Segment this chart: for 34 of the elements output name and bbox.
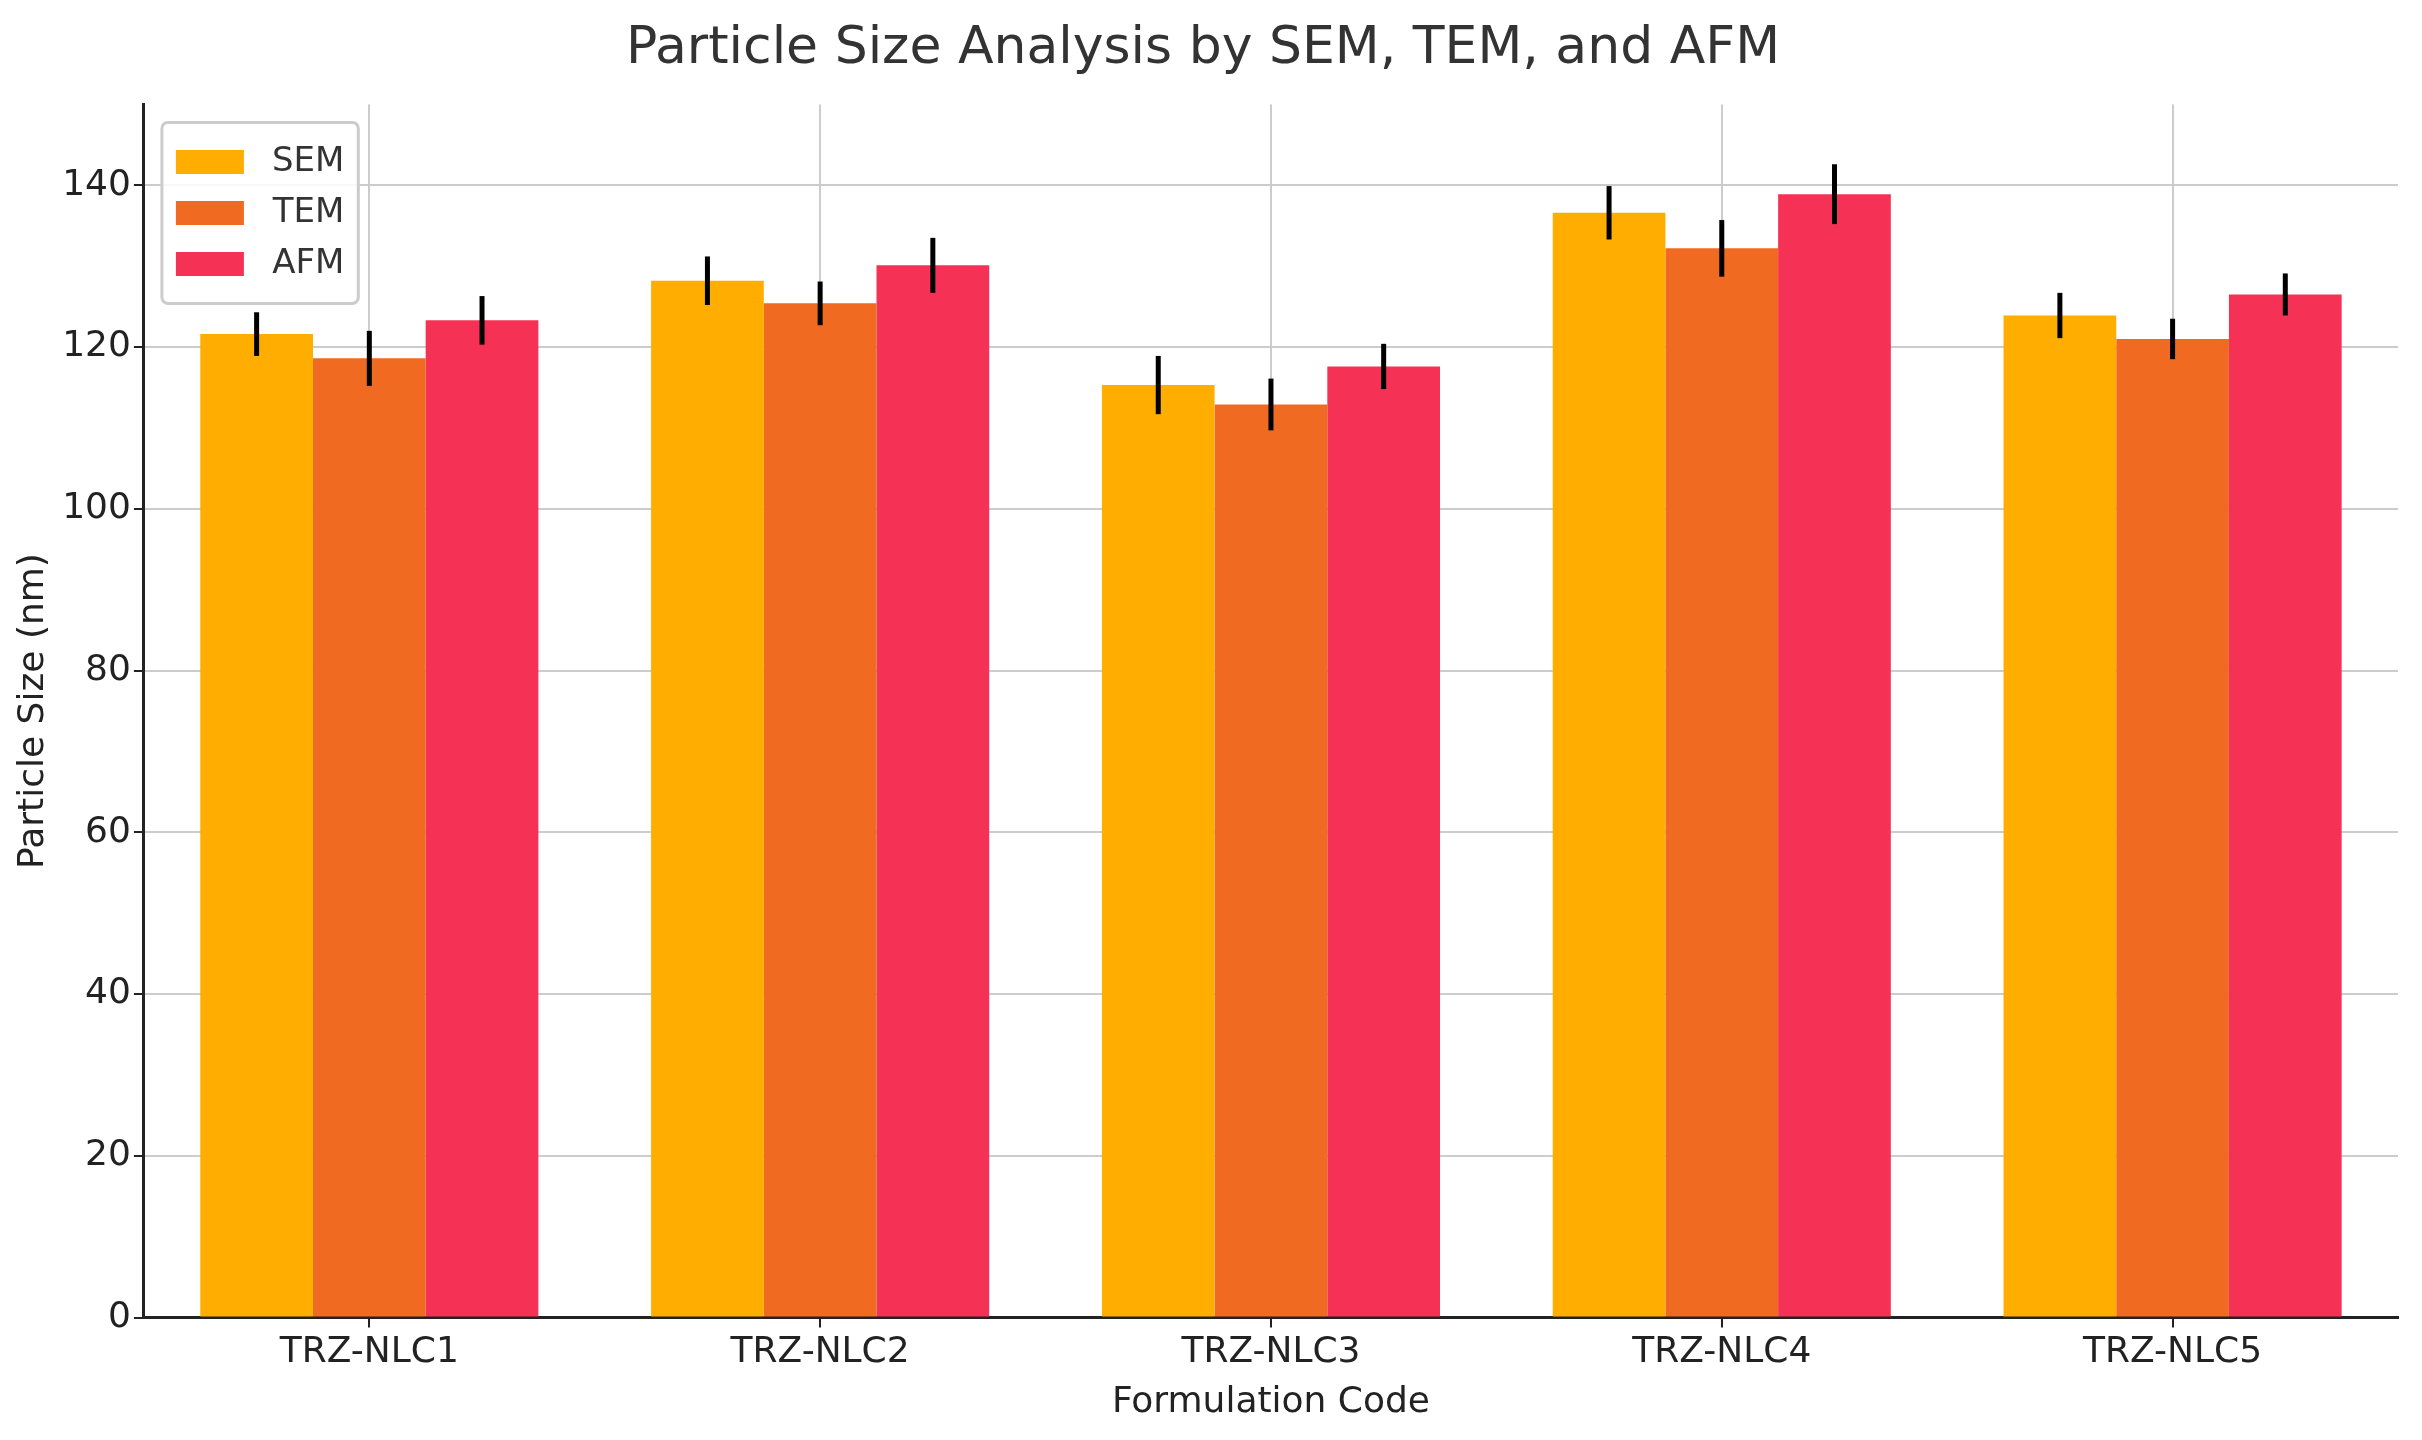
bar [1552, 212, 1666, 1317]
bar [763, 303, 877, 1317]
y-axis-title: Particle Size (nm) [9, 553, 51, 869]
legend-label: SEM [271, 138, 345, 179]
bar [1778, 194, 1891, 1317]
bar [2116, 338, 2229, 1317]
x-tick-label: TRZ-NLC3 [1180, 1328, 1361, 1370]
y-tick-label: 140 [62, 161, 131, 203]
x-axis-title: Formulation Code [1111, 1378, 1431, 1420]
y-tick-label: 80 [85, 646, 131, 688]
x-tick-label: TRZ-NLC2 [729, 1328, 910, 1370]
x-tick-label: TRZ-NLC5 [2082, 1328, 2263, 1370]
y-tick-label: 40 [85, 970, 131, 1012]
bar [1101, 385, 1215, 1317]
y-tick-label: 120 [62, 323, 131, 365]
bar [1214, 404, 1328, 1317]
y-tick-label: 0 [108, 1293, 131, 1335]
x-tick-label: TRZ-NLC4 [1631, 1328, 1812, 1370]
legend-label: AFM [272, 240, 345, 281]
chart-title: Particle Size Analysis by SEM, TEM, and AFM [625, 14, 1781, 75]
bar [2228, 294, 2342, 1317]
bar [2003, 315, 2117, 1317]
bar [425, 320, 539, 1317]
x-tick-label: TRZ-NLC1 [278, 1328, 459, 1370]
bar [312, 358, 426, 1317]
bar [1327, 366, 1441, 1317]
bar [876, 265, 990, 1317]
legend-label: TEM [271, 189, 345, 230]
y-tick-label: 60 [85, 808, 131, 850]
bar [1665, 248, 1779, 1317]
bar [651, 280, 764, 1317]
y-tick-label: 20 [85, 1132, 131, 1174]
bar [200, 334, 313, 1317]
y-tick-label: 100 [62, 485, 131, 527]
